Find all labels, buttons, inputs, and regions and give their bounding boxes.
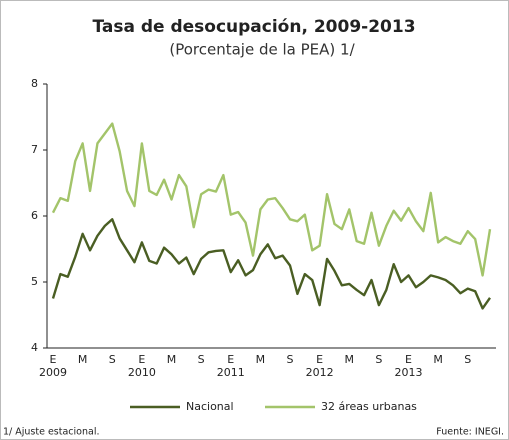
x-tick-label: S [198, 353, 205, 366]
x-year-label: 2012 [306, 366, 334, 379]
x-year-label: 2013 [395, 366, 423, 379]
x-tick-label: E [316, 353, 323, 366]
chart-subtitle: (Porcentaje de la PEA) 1/ [169, 41, 355, 59]
y-tick-label: 7 [31, 143, 38, 156]
x-year-label: 2010 [128, 366, 156, 379]
x-tick-label: S [109, 353, 116, 366]
legend-label: 32 áreas urbanas [321, 400, 417, 413]
footnote: 1/ Ajuste estacional. [3, 427, 99, 438]
x-tick-label: S [464, 353, 471, 366]
x-tick-label: M [345, 353, 355, 366]
x-tick-label: E [227, 353, 234, 366]
y-tick-label: 4 [31, 341, 38, 354]
y-tick-label: 6 [31, 209, 38, 222]
x-year-label: 2009 [39, 366, 67, 379]
legend-label: Nacional [186, 400, 234, 413]
x-tick-label: M [167, 353, 177, 366]
x-tick-label: M [256, 353, 266, 366]
chart-title: Tasa de desocupación, 2009-2013 [92, 17, 415, 37]
y-tick-label: 8 [31, 77, 38, 90]
x-tick-label: M [78, 353, 88, 366]
x-tick-label: E [50, 353, 57, 366]
series-line [51, 218, 491, 310]
x-tick-label: E [405, 353, 412, 366]
x-tick-label: M [433, 353, 443, 366]
x-year-label: 2011 [217, 366, 245, 379]
source: Fuente: INEGI. [436, 427, 504, 438]
x-tick-label: E [138, 353, 145, 366]
series-line [51, 122, 492, 277]
x-tick-label: S [375, 353, 382, 366]
x-tick-label: S [287, 353, 294, 366]
y-tick-label: 5 [31, 275, 38, 288]
